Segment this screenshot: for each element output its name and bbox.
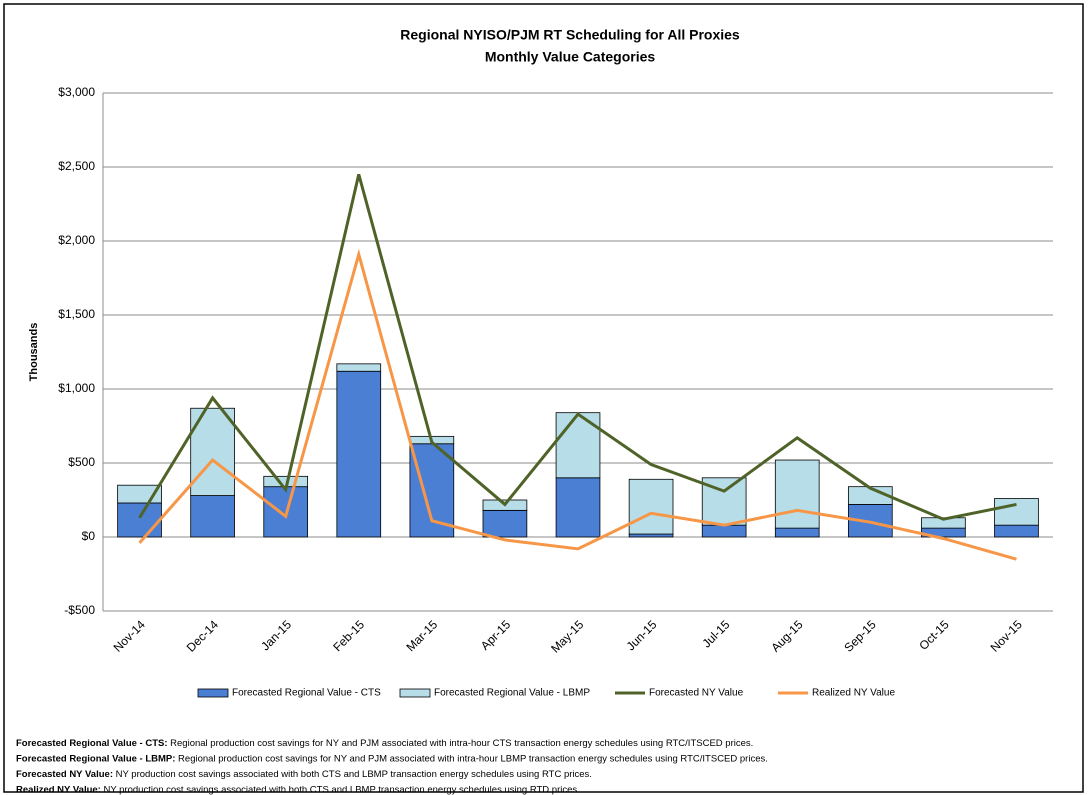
bar	[555, 412, 601, 479]
bar	[994, 524, 1039, 538]
note-text: Regional production cost savings for NY …	[168, 738, 754, 749]
note-text: NY production cost savings associated wi…	[101, 784, 580, 795]
y-tick-label: $2,000	[58, 233, 95, 247]
note-text: Regional production cost savings for NY …	[175, 753, 767, 764]
note-term: Forecasted NY Value:	[16, 769, 113, 780]
legend-swatch	[399, 688, 431, 698]
bar	[336, 363, 382, 372]
note: Realized NY Value: NY production cost sa…	[16, 784, 580, 795]
y-tick-label: $1,500	[58, 307, 95, 321]
bar	[190, 495, 235, 538]
chart-title: Regional NYISO/PJM RT Scheduling for All…	[400, 27, 740, 43]
y-axis-label: Thousands	[28, 323, 40, 382]
note-term: Forecasted Regional Value - CTS:	[16, 738, 168, 749]
bar	[628, 533, 674, 538]
bar	[482, 509, 528, 538]
bar	[336, 370, 382, 538]
y-tick-label: $2,500	[58, 159, 95, 173]
bar	[117, 502, 162, 538]
y-tick-label: $500	[68, 455, 95, 469]
y-tick-label: -$500	[64, 603, 95, 617]
y-tick-label: $0	[82, 529, 96, 543]
note: Forecasted Regional Value - LBMP: Region…	[16, 753, 768, 764]
y-tick-label: $3,000	[58, 85, 95, 99]
line	[138, 248, 1017, 561]
note: Forecasted NY Value: NY production cost …	[16, 769, 592, 780]
bar	[555, 477, 601, 538]
note-term: Forecasted Regional Value - LBMP:	[16, 753, 175, 764]
line	[138, 174, 1017, 521]
legend-label: Forecasted Regional Value - LBMP	[434, 688, 590, 699]
bar	[994, 498, 1039, 526]
bar	[774, 527, 820, 538]
y-tick-label: $1,000	[58, 381, 95, 395]
note: Forecasted Regional Value - CTS: Regiona…	[16, 738, 753, 749]
bar	[409, 443, 455, 538]
legend-label: Forecasted NY Value	[649, 688, 744, 699]
legend-label: Realized NY Value	[812, 688, 895, 699]
note-text: NY production cost savings associated wi…	[113, 769, 592, 780]
legend-label: Forecasted Regional Value - CTS	[232, 688, 381, 699]
chart-border	[3, 3, 1084, 793]
legend-swatch	[197, 688, 229, 698]
chart-subtitle: Monthly Value Categories	[485, 49, 656, 65]
bar	[774, 459, 820, 529]
note-term: Realized NY Value:	[16, 784, 101, 795]
bar	[628, 478, 674, 535]
bar	[701, 524, 747, 538]
